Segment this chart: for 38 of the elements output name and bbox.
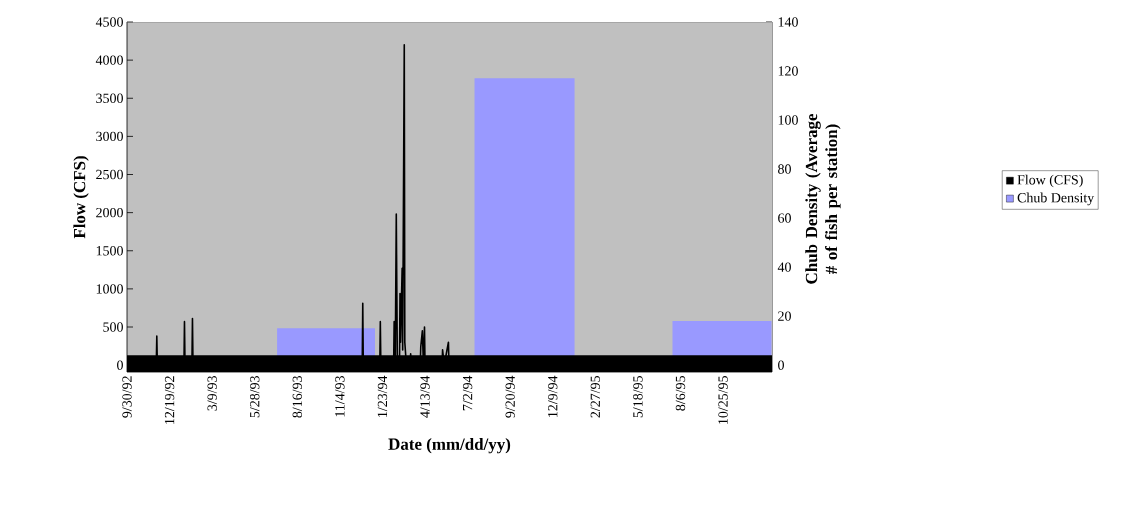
x-tick-label: 12/19/92 xyxy=(164,376,175,424)
x-tick-label: 3/9/93 xyxy=(207,376,217,411)
y-tick-label: 500 xyxy=(103,322,123,332)
x-tick-label: 8/16/93 xyxy=(292,376,303,418)
x-tick-label: 11/4/93 xyxy=(335,376,345,417)
x-tick-label: 4/13/94 xyxy=(420,375,430,418)
y-tick-label: 3500 xyxy=(96,93,123,103)
y2-tick-label: 100 xyxy=(778,115,798,125)
y2-tick-label: 80 xyxy=(778,164,791,174)
x-tick-label: 5/18/95 xyxy=(633,376,643,418)
legend-label: Chub Density xyxy=(1017,192,1095,206)
x-tick-label: 2/27/95 xyxy=(590,376,601,418)
legend-label: Flow (CFS) xyxy=(1017,174,1083,188)
y-tick-label: 4500 xyxy=(95,17,123,27)
y2-tick-label: 20 xyxy=(778,311,791,321)
x-tick-label: 10/25/95 xyxy=(718,376,728,424)
y-tick-label: 4000 xyxy=(95,55,123,65)
y-tick-label: 1500 xyxy=(96,246,123,256)
x-axis-title: Date (mm/dd/yy) xyxy=(388,437,511,454)
x-tick-label: 8/6/95 xyxy=(675,376,686,411)
x-tick-label: 9/30/92 xyxy=(122,376,132,418)
y-tick-label: 3000 xyxy=(96,131,123,142)
y2-axis-title: Chub Density (Average # of fish per station) xyxy=(805,113,841,284)
x-tick-label: 12/9/94 xyxy=(548,375,558,417)
y-tick-label: 2500 xyxy=(96,169,123,180)
y2-tick-label: 140 xyxy=(778,17,798,27)
y2-tick-label: 120 xyxy=(778,66,798,76)
y-tick-label: 0 xyxy=(117,360,123,370)
x-tick-label: 1/23/94 xyxy=(377,375,388,417)
x-tick-label: 9/20/94 xyxy=(505,375,515,418)
y-tick-label: 2000 xyxy=(96,207,123,218)
y2-tick-label: 60 xyxy=(778,213,791,223)
x-tick-label: 5/28/93 xyxy=(250,376,260,418)
y2-tick-label: 40 xyxy=(777,262,791,272)
x-tick-label: 7/2/94 xyxy=(462,375,473,411)
y-axis-title: Flow (CFS) xyxy=(73,156,89,239)
y-tick-label: 1000 xyxy=(96,284,123,294)
y2-tick-label: 0 xyxy=(778,360,784,370)
